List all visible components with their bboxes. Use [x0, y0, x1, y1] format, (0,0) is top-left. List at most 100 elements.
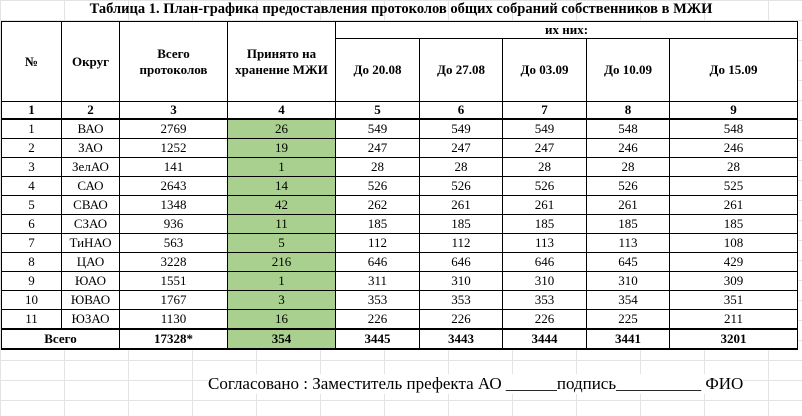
date-value: 225 [586, 309, 670, 330]
totals-accepted: 354 [227, 328, 336, 350]
date-value: 247 [335, 138, 420, 158]
table-row: 7 ТиНАО 563 5 112 112 113 113 108 [1, 233, 799, 253]
date-value: 226 [419, 309, 503, 330]
date-value: 108 [668, 233, 799, 253]
date-value: 526 [419, 176, 503, 196]
table-row: 3 ЗелАО 141 1 28 28 28 28 28 [1, 157, 799, 177]
header-of-them: их них: [334, 21, 799, 39]
header-accepted: Принято на хранение МЖИ [227, 21, 336, 102]
total-protocols: 1252 [119, 138, 228, 158]
total-protocols: 1551 [119, 271, 228, 291]
total-protocols: 1130 [119, 309, 228, 330]
district-name: ТиНАО [61, 233, 120, 253]
date-value: 310 [502, 271, 587, 291]
row-number: 7 [1, 233, 62, 253]
column-number: 3 [119, 101, 228, 120]
date-value: 353 [335, 290, 420, 310]
date-value: 226 [335, 309, 420, 330]
header-total: Всего протоколов [119, 21, 228, 102]
column-number: 5 [335, 101, 420, 120]
row-number: 10 [1, 290, 62, 310]
column-number: 8 [586, 101, 670, 120]
table-row: 11 ЮЗАО 1130 16 226 226 226 225 211 [1, 309, 799, 330]
date-value: 261 [586, 195, 670, 215]
row-number: 11 [1, 309, 62, 330]
accepted-count: 42 [227, 195, 336, 215]
date-value: 354 [586, 290, 670, 310]
date-value: 226 [502, 309, 587, 330]
date-value: 112 [419, 233, 503, 253]
row-number: 6 [1, 214, 62, 234]
date-value: 28 [419, 157, 503, 177]
totals-row: Всего 17328* 354 3445 3443 3444 3441 320… [1, 328, 799, 350]
totals-label: Всего [1, 328, 120, 350]
district-name: СЗАО [61, 214, 120, 234]
column-number: 2 [61, 101, 120, 120]
date-value: 28 [586, 157, 670, 177]
district-name: ЮВАО [61, 290, 120, 310]
date-value: 351 [668, 290, 799, 310]
date-value: 246 [668, 138, 799, 158]
date-value: 247 [502, 138, 587, 158]
date-value: 185 [586, 214, 670, 234]
date-value: 646 [502, 252, 587, 272]
date-value: 646 [335, 252, 420, 272]
date-value: 309 [668, 271, 799, 291]
date-value: 28 [335, 157, 420, 177]
date-value: 526 [502, 176, 587, 196]
date-value: 185 [335, 214, 420, 234]
table-row: 9 ЮАО 1551 1 311 310 310 310 309 [1, 271, 799, 291]
row-number: 9 [1, 271, 62, 291]
accepted-count: 3 [227, 290, 336, 310]
total-protocols: 1767 [119, 290, 228, 310]
district-name: ЗелАО [61, 157, 120, 177]
date-value: 113 [586, 233, 670, 253]
header-date-3: До 03.09 [502, 38, 587, 102]
totals-date-value: 3443 [419, 328, 503, 350]
total-protocols: 1348 [119, 195, 228, 215]
row-number: 3 [1, 157, 62, 177]
accepted-count: 26 [227, 118, 336, 139]
date-value: 247 [419, 138, 503, 158]
table-row: 10 ЮВАО 1767 3 353 353 353 354 351 [1, 290, 799, 310]
date-value: 261 [502, 195, 587, 215]
date-value: 526 [335, 176, 420, 196]
date-value: 549 [419, 118, 503, 139]
accepted-count: 1 [227, 157, 336, 177]
totals-date-value: 3441 [586, 328, 670, 350]
date-value: 262 [335, 195, 420, 215]
header-date-2: До 27.08 [419, 38, 503, 102]
total-protocols: 936 [119, 214, 228, 234]
date-value: 211 [668, 309, 799, 330]
header-district: Округ [61, 21, 120, 102]
column-number-row: 1 2 3 4 5 6 7 8 9 [1, 101, 799, 120]
date-value: 645 [586, 252, 670, 272]
accepted-count: 11 [227, 214, 336, 234]
table-row: 1 ВАО 2769 26 549 549 549 548 548 [1, 118, 799, 139]
column-number: 6 [419, 101, 503, 120]
schedule-table: № Округ Всего протоколов Принято на хран… [1, 21, 799, 350]
date-value: 353 [502, 290, 587, 310]
column-number: 1 [1, 101, 62, 120]
table-title: Таблица 1. План-графика предоставления п… [89, 1, 713, 17]
total-protocols: 2643 [119, 176, 228, 196]
date-value: 28 [668, 157, 799, 177]
accepted-count: 5 [227, 233, 336, 253]
row-number: 8 [1, 252, 62, 272]
date-value: 525 [668, 176, 799, 196]
accepted-count: 216 [227, 252, 336, 272]
column-number: 7 [502, 101, 587, 120]
date-value: 185 [668, 214, 799, 234]
date-value: 549 [335, 118, 420, 139]
date-value: 646 [419, 252, 503, 272]
table-row: 6 СЗАО 936 11 185 185 185 185 185 [1, 214, 799, 234]
header-date-5: До 15.09 [668, 38, 799, 102]
approval-line: Согласовано : Заместитель префекта АО __… [208, 374, 744, 394]
date-value: 261 [419, 195, 503, 215]
row-number: 1 [1, 118, 62, 139]
date-value: 549 [502, 118, 587, 139]
total-protocols: 2769 [119, 118, 228, 139]
table-row: 2 ЗАО 1252 19 247 247 247 246 246 [1, 138, 799, 158]
district-name: ЗАО [61, 138, 120, 158]
date-value: 113 [502, 233, 587, 253]
